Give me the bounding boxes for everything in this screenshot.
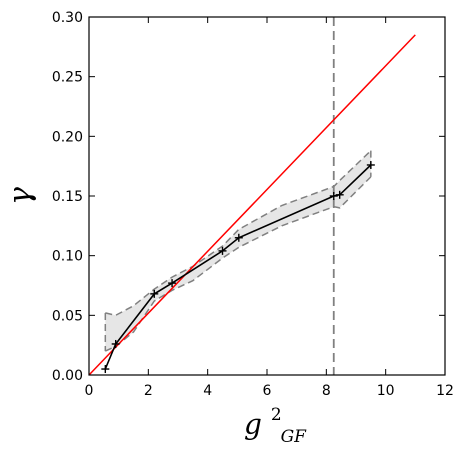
uncertainty-band-layer bbox=[104, 150, 372, 352]
data-point-marker bbox=[218, 246, 227, 255]
x-axis-label-sup: 2 bbox=[271, 405, 282, 425]
x-tick-label: 0 bbox=[85, 383, 94, 399]
data-point-marker bbox=[150, 289, 159, 298]
x-tick-label: 4 bbox=[203, 383, 212, 399]
x-tick-label: 6 bbox=[263, 383, 272, 399]
x-tick-label: 8 bbox=[322, 383, 331, 399]
y-tick-label: 0.05 bbox=[52, 308, 83, 324]
y-tick-label: 0.25 bbox=[52, 70, 83, 86]
y-tick-label: 0.00 bbox=[52, 368, 83, 384]
x-tick-label: 12 bbox=[436, 383, 454, 399]
data-point-marker bbox=[329, 192, 338, 200]
x-tick-label: 2 bbox=[144, 383, 153, 399]
y-tick-label: 0.10 bbox=[52, 249, 83, 265]
data-point-marker bbox=[168, 279, 177, 288]
data-point-marker bbox=[366, 160, 375, 169]
plot-frame bbox=[88, 16, 446, 376]
y-tick-label: 0.20 bbox=[52, 129, 83, 145]
data-point-marker bbox=[111, 339, 120, 348]
x-axis-label-sub: GF bbox=[281, 427, 308, 447]
x-tick-label: 10 bbox=[377, 383, 395, 399]
band-upper-edge bbox=[105, 150, 372, 317]
y-axis-label: γ bbox=[3, 187, 38, 205]
red-reference-line-layer bbox=[88, 34, 416, 376]
ticks-layer: 0 2 4 6 8 10 12 0.00 0.05 0.10 0.15 0.20 0.25 0.30 bbox=[52, 10, 454, 399]
data-point-marker bbox=[101, 365, 110, 374]
data-point-marker bbox=[234, 233, 243, 242]
axes-layer bbox=[88, 16, 446, 376]
red-reference-line bbox=[88, 34, 416, 376]
uncertainty-band-fill bbox=[105, 150, 371, 352]
data-point-marker bbox=[335, 190, 344, 199]
y-tick-label: 0.30 bbox=[52, 10, 83, 26]
data-series-layer bbox=[101, 160, 375, 374]
x-axis-label: g 2 GF bbox=[244, 394, 307, 447]
y-tick-label: 0.15 bbox=[52, 189, 83, 205]
band-lower-edge bbox=[104, 176, 372, 352]
x-axis-label-main: g bbox=[244, 408, 262, 441]
